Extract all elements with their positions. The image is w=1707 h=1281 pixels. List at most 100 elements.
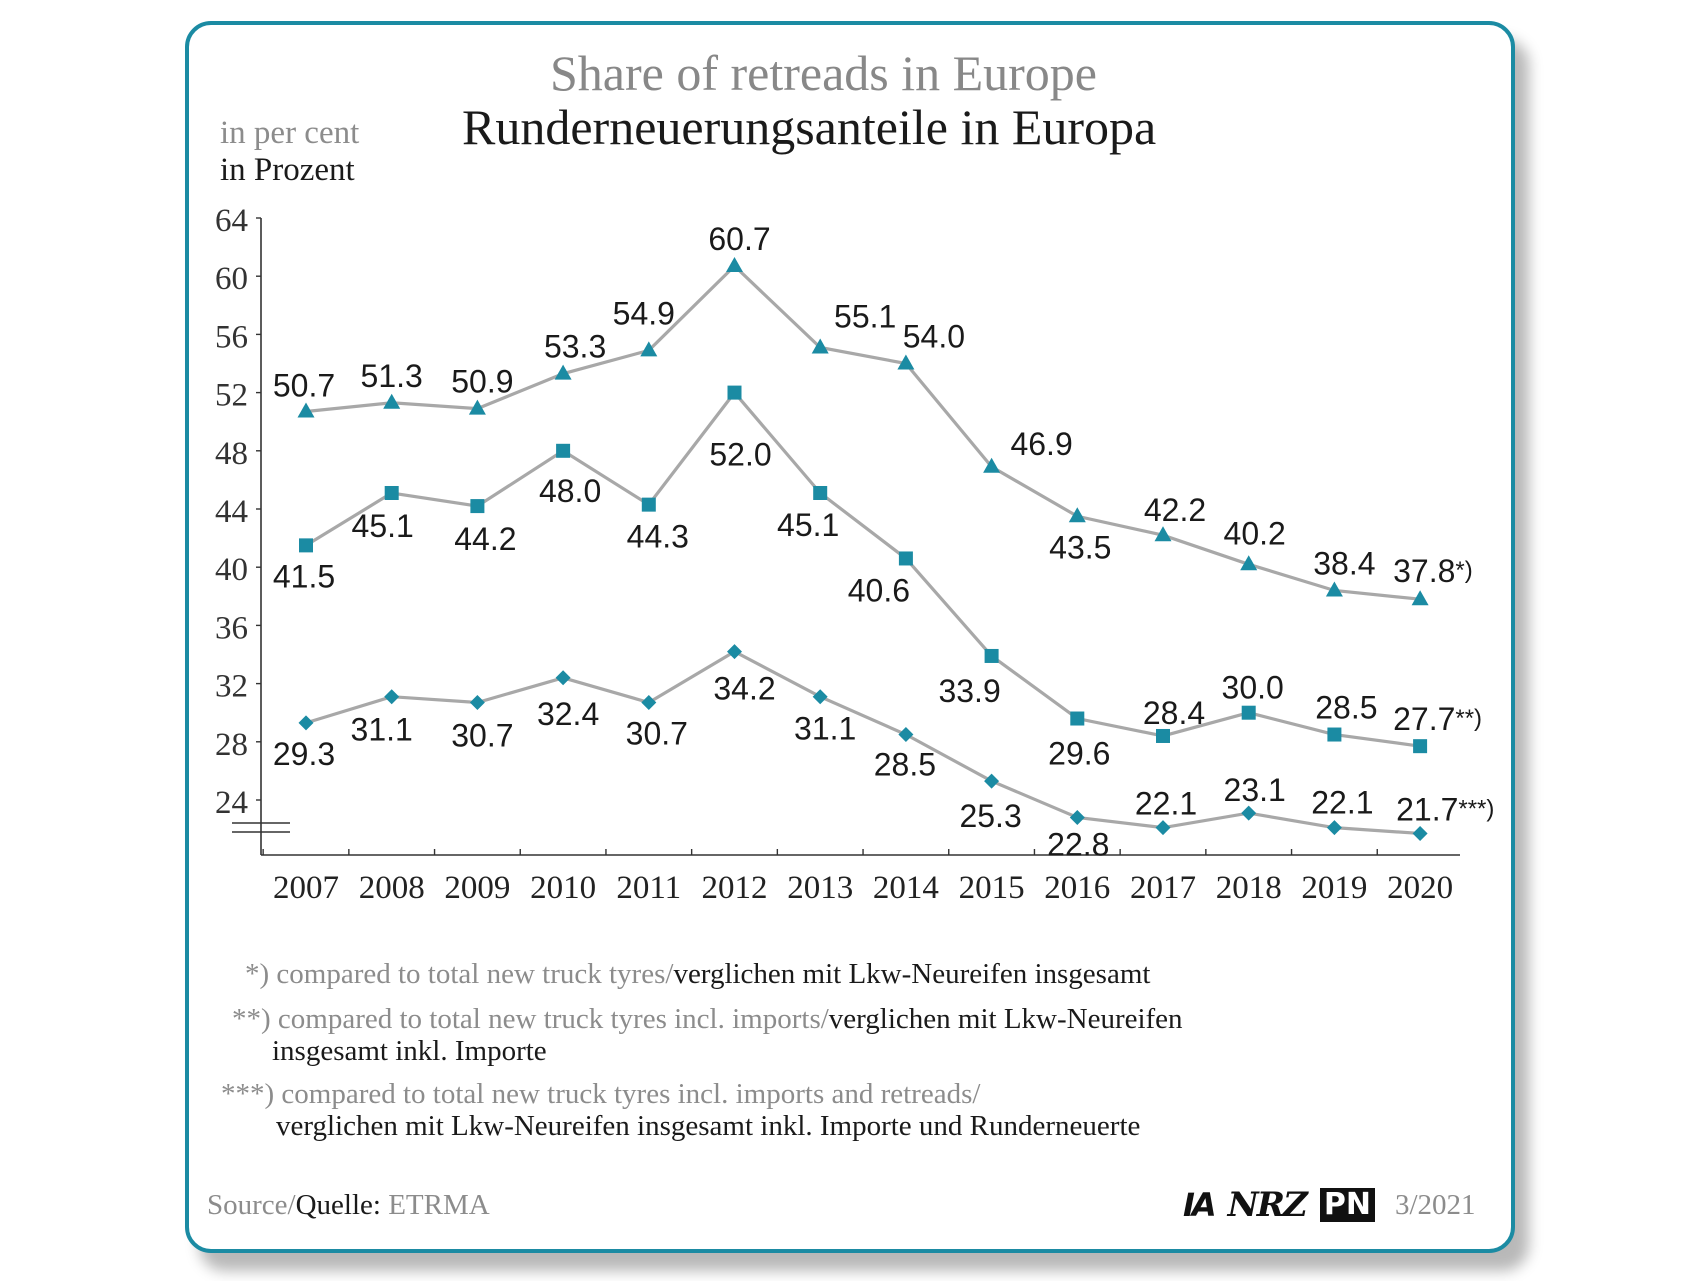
data-label: 28.5 (1315, 690, 1377, 726)
triangle-marker (726, 257, 743, 273)
y-tick-label: 32 (215, 669, 248, 705)
y-tick-label: 60 (215, 261, 248, 297)
y-tick-label: 48 (215, 436, 248, 472)
data-label: 31.1 (351, 712, 413, 748)
footnote-1-german: verglichen mit Lkw-Neureifen insgesamt (673, 958, 1151, 990)
y-tick-label: 52 (215, 378, 248, 414)
data-label: 50.9 (451, 364, 513, 400)
data-label: 32.4 (537, 696, 599, 732)
triangle-marker (554, 364, 572, 380)
triangle-marker (1154, 526, 1172, 542)
footnote-1-mark: *) (245, 958, 270, 990)
data-label: 44.3 (627, 519, 689, 555)
source-colon: : (372, 1189, 389, 1221)
square-marker (384, 485, 399, 500)
data-label: 28.5 (874, 747, 936, 783)
unit-label-english: in per cent (220, 115, 360, 151)
triangle-marker (1240, 555, 1258, 571)
data-label: 34.2 (713, 671, 775, 707)
footnote-1: *) compared to total new truck tyres/ver… (245, 958, 1150, 990)
triangle-marker (1411, 590, 1429, 606)
data-label: 43.5 (1049, 529, 1111, 565)
data-label: 52.0 (709, 437, 771, 473)
data-label: 25.3 (959, 798, 1021, 834)
x-tick-label: 2020 (1387, 870, 1453, 906)
x-tick-label: 2012 (702, 870, 768, 906)
diamond-marker (1241, 805, 1257, 821)
diamond-marker (1412, 825, 1428, 841)
data-label: 30.0 (1222, 670, 1284, 706)
diamond-marker (1155, 820, 1171, 836)
diamond-marker (384, 689, 400, 705)
chart-title-english: Share of retreads in Europe (550, 45, 1097, 101)
y-tick-label: 64 (215, 203, 248, 239)
x-tick-label: 2009 (444, 870, 510, 906)
data-label: 60.7 (708, 221, 770, 257)
data-label: 51.3 (361, 358, 423, 394)
data-label: 23.1 (1224, 772, 1286, 808)
data-label: 27.7**) (1393, 701, 1482, 737)
data-label: 33.9 (938, 673, 1000, 709)
diamond-marker (555, 670, 571, 686)
diamond-marker (1069, 809, 1085, 825)
footnote-2-mark: **) (232, 1003, 271, 1035)
footnote-3-english: compared to total new truck tyres incl. … (281, 1078, 981, 1110)
square-marker (470, 499, 485, 514)
diamond-marker (812, 689, 828, 705)
diamond-marker (727, 644, 742, 660)
data-label: 50.7 (273, 368, 335, 404)
nrz-logo: NRZ (1227, 1185, 1308, 1225)
series-line-diamond (305, 649, 1421, 836)
source-label-german: Quelle (295, 1189, 373, 1221)
footnote-1-english: compared to total new truck tyres/ (276, 958, 674, 990)
footnote-3: ***) compared to total new truck tyres i… (221, 1078, 980, 1110)
x-tick-label: 2019 (1301, 870, 1367, 906)
square-marker (727, 385, 742, 400)
data-label: 53.3 (544, 329, 606, 365)
x-tick-label: 2010 (530, 870, 596, 906)
source-value: ETRMA (388, 1189, 490, 1221)
footnote-reference: *) (1455, 557, 1472, 584)
square-marker (984, 648, 999, 663)
data-label: 41.5 (273, 558, 335, 594)
data-label: 28.4 (1143, 695, 1205, 731)
ia-logo: IA (1183, 1186, 1217, 1224)
data-label: 54.9 (613, 295, 675, 331)
data-label: 29.6 (1048, 736, 1110, 772)
y-tick-label: 56 (215, 319, 248, 355)
data-label: 22.8 (1047, 826, 1109, 862)
x-tick-label: 2017 (1130, 870, 1196, 906)
data-label: 37.8*) (1393, 553, 1473, 589)
footnote-3-german: verglichen mit Lkw-Neureifen insgesamt i… (276, 1110, 1141, 1142)
diamond-marker (298, 715, 314, 731)
data-label: 55.1 (834, 298, 896, 334)
diamond-marker (984, 773, 1000, 789)
source-line: Source/Quelle: ETRMA (207, 1189, 490, 1222)
source-label-english: Source/ (207, 1189, 296, 1221)
x-tick-label: 2016 (1044, 870, 1110, 906)
data-label: 21.7***) (1396, 791, 1494, 827)
data-label: 54.0 (903, 319, 965, 355)
diamond-marker (1326, 820, 1342, 836)
data-label: 48.0 (539, 473, 601, 509)
footnote-2: **) compared to total new truck tyres in… (232, 1003, 1183, 1035)
triangle-marker (1068, 507, 1086, 523)
pn-logo: PN (1319, 1188, 1375, 1222)
series-line-square (305, 390, 1421, 748)
data-label: 44.2 (454, 521, 516, 557)
square-marker (299, 538, 313, 553)
data-label: 22.1 (1311, 785, 1373, 821)
y-tick-label: 36 (215, 610, 248, 646)
edition-label: 3/2021 (1394, 1188, 1476, 1221)
diamond-marker (641, 695, 657, 711)
data-label: 46.9 (1010, 426, 1072, 462)
x-tick-label: 2015 (959, 870, 1025, 906)
x-tick-label: 2018 (1216, 870, 1282, 906)
data-label: 38.4 (1313, 545, 1375, 581)
chart-title-german: Runderneuerungsanteile in Europa (462, 99, 1157, 155)
publisher-logos: IA NRZ PN 3/2021 (1183, 1185, 1476, 1225)
square-marker (813, 485, 828, 500)
data-label: 31.1 (794, 711, 856, 747)
footnote-2-english: compared to total new truck tyres incl. … (277, 1003, 829, 1035)
square-marker (1156, 728, 1170, 743)
